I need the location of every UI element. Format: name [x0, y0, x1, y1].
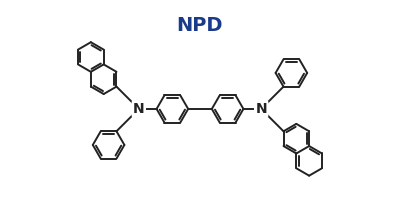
Text: N: N — [133, 102, 145, 116]
Text: NPD: NPD — [177, 15, 223, 34]
Text: N: N — [255, 102, 267, 116]
